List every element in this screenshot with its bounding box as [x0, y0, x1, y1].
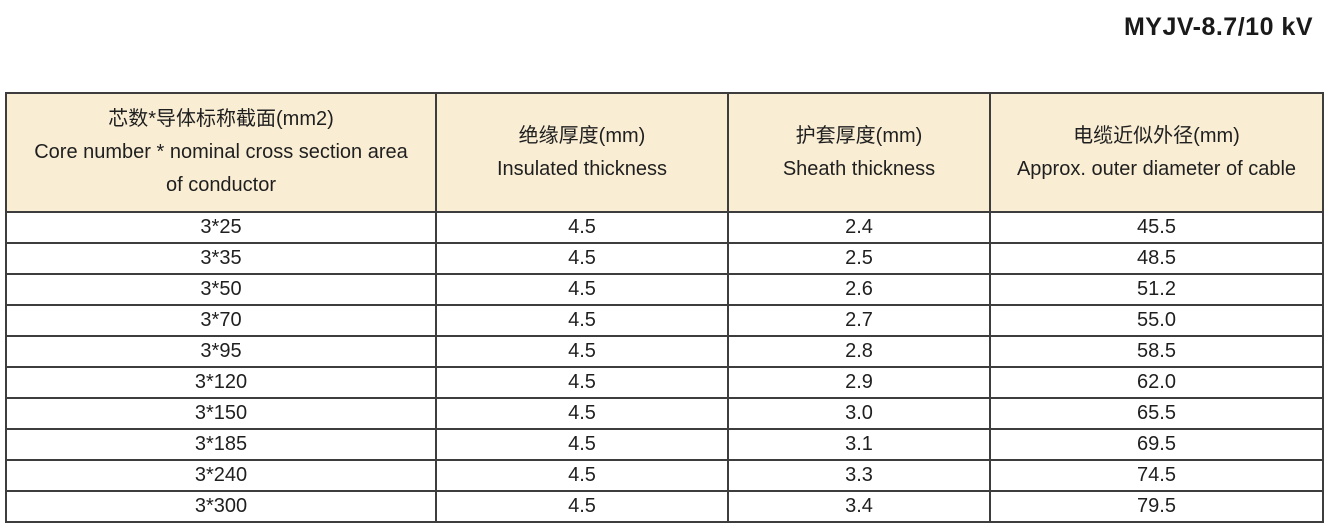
cell-outer-diameter: 74.5	[989, 459, 1324, 492]
table-row: 3*70 4.5 2.7 55.0	[5, 304, 1324, 337]
header-line-en: Insulated thickness	[496, 157, 668, 180]
cell-outer-diameter: 51.2	[989, 273, 1324, 306]
cell-core-size: 3*240	[5, 459, 437, 492]
cell-insulation-thickness: 4.5	[435, 428, 729, 461]
column-header-insulation-thickness: 绝缘厚度(mm) Insulated thickness	[435, 92, 729, 213]
column-header-core-size: 芯数*导体标称截面(mm2) Core number * nominal cro…	[5, 92, 437, 213]
header-line-zh: 电缆近似外径(mm)	[1073, 124, 1240, 147]
cell-core-size: 3*35	[5, 242, 437, 275]
table-row: 3*120 4.5 2.9 62.0	[5, 366, 1324, 399]
header-line-en: Core number * nominal cross section area	[34, 141, 408, 163]
cell-sheath-thickness: 2.8	[727, 335, 991, 368]
cell-outer-diameter: 79.5	[989, 490, 1324, 523]
table-row: 3*185 4.5 3.1 69.5	[5, 428, 1324, 461]
cell-insulation-thickness: 4.5	[435, 397, 729, 430]
product-model-title: MYJV-8.7/10 kV	[1123, 13, 1313, 41]
header-line-en: Approx. outer diameter of cable	[1016, 157, 1297, 180]
cell-outer-diameter: 69.5	[989, 428, 1324, 461]
cell-outer-diameter: 62.0	[989, 366, 1324, 399]
cell-sheath-thickness: 3.0	[727, 397, 991, 430]
cell-core-size: 3*70	[5, 304, 437, 337]
table-row: 3*50 4.5 2.6 51.2	[5, 273, 1324, 306]
cell-insulation-thickness: 4.5	[435, 490, 729, 523]
header-line-en: Sheath thickness	[782, 157, 936, 180]
cell-sheath-thickness: 2.7	[727, 304, 991, 337]
cell-insulation-thickness: 4.5	[435, 335, 729, 368]
cell-insulation-thickness: 4.5	[435, 242, 729, 275]
table-row: 3*25 4.5 2.4 45.5	[5, 211, 1324, 244]
cell-sheath-thickness: 2.4	[727, 211, 991, 244]
cell-sheath-thickness: 3.4	[727, 490, 991, 523]
table-row: 3*300 4.5 3.4 79.5	[5, 490, 1324, 523]
cell-insulation-thickness: 4.5	[435, 459, 729, 492]
cell-insulation-thickness: 4.5	[435, 273, 729, 306]
cell-core-size: 3*150	[5, 397, 437, 430]
cell-sheath-thickness: 2.9	[727, 366, 991, 399]
table-body: 3*25 4.5 2.4 45.5 3*35 4.5 2.5 48.5 3*50 4.5 2.6 51…	[5, 211, 1324, 523]
cell-core-size: 3*25	[5, 211, 437, 244]
header-line-en2: of conductor	[165, 174, 277, 196]
cable-spec-table: 芯数*导体标称截面(mm2) Core number * nominal cro…	[5, 92, 1324, 523]
cell-core-size: 3*185	[5, 428, 437, 461]
header-line-zh: 护套厚度(mm)	[795, 124, 923, 147]
cell-outer-diameter: 58.5	[989, 335, 1324, 368]
cell-outer-diameter: 45.5	[989, 211, 1324, 244]
table-row: 3*240 4.5 3.3 74.5	[5, 459, 1324, 492]
cell-insulation-thickness: 4.5	[435, 366, 729, 399]
cell-core-size: 3*50	[5, 273, 437, 306]
cell-core-size: 3*95	[5, 335, 437, 368]
table-row: 3*150 4.5 3.0 65.5	[5, 397, 1324, 430]
header-line-zh: 芯数*导体标称截面(mm2)	[108, 108, 334, 130]
header-row: 芯数*导体标称截面(mm2) Core number * nominal cro…	[5, 92, 1324, 213]
cell-core-size: 3*300	[5, 490, 437, 523]
cell-insulation-thickness: 4.5	[435, 304, 729, 337]
cell-outer-diameter: 65.5	[989, 397, 1324, 430]
cell-insulation-thickness: 4.5	[435, 211, 729, 244]
cell-outer-diameter: 55.0	[989, 304, 1324, 337]
header-line-zh: 绝缘厚度(mm)	[518, 124, 646, 147]
cell-sheath-thickness: 3.1	[727, 428, 991, 461]
column-header-outer-diameter: 电缆近似外径(mm) Approx. outer diameter of cab…	[989, 92, 1324, 213]
table-row: 3*95 4.5 2.8 58.5	[5, 335, 1324, 368]
cell-sheath-thickness: 2.5	[727, 242, 991, 275]
cell-sheath-thickness: 2.6	[727, 273, 991, 306]
table-header: 芯数*导体标称截面(mm2) Core number * nominal cro…	[5, 92, 1324, 213]
cell-core-size: 3*120	[5, 366, 437, 399]
column-header-sheath-thickness: 护套厚度(mm) Sheath thickness	[727, 92, 991, 213]
cell-outer-diameter: 48.5	[989, 242, 1324, 275]
cell-sheath-thickness: 3.3	[727, 459, 991, 492]
table-row: 3*35 4.5 2.5 48.5	[5, 242, 1324, 275]
